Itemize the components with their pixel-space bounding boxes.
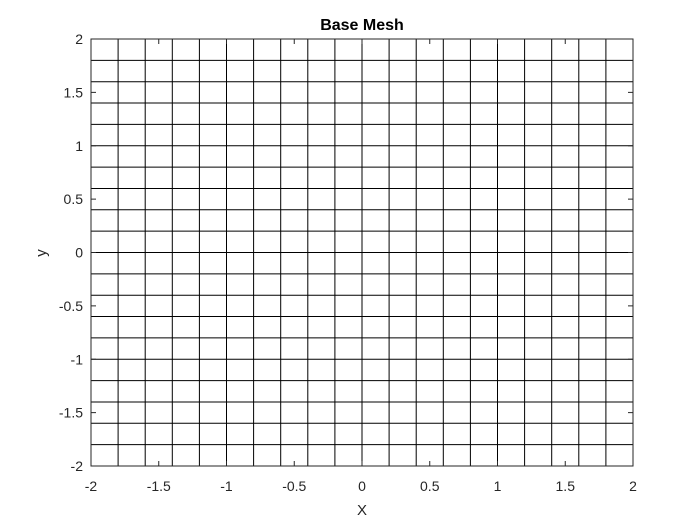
x-tick-label: 0.5 <box>420 478 440 494</box>
x-tick-label: -0.5 <box>282 478 306 494</box>
x-tick-label: 0 <box>358 478 366 494</box>
x-tick-label: 1 <box>494 478 502 494</box>
y-tick-label: 1 <box>75 138 83 154</box>
y-tick-label: 1.5 <box>64 84 84 100</box>
chart-title: Base Mesh <box>320 17 404 34</box>
y-tick-label: -1.5 <box>59 405 83 421</box>
y-tick-label: 0.5 <box>64 191 84 207</box>
y-tick-label: 2 <box>75 31 83 47</box>
y-tick-label: -0.5 <box>59 298 83 314</box>
y-tick-label: -1 <box>71 351 84 367</box>
x-tick-label: -1.5 <box>147 478 171 494</box>
y-tick-label: 0 <box>75 245 83 261</box>
x-tick-label: -1 <box>220 478 233 494</box>
x-axis-label: X <box>357 502 367 519</box>
y-tick-label: -2 <box>71 458 84 474</box>
x-tick-label: -2 <box>85 478 98 494</box>
mesh-lines <box>90 38 634 467</box>
axis-ticks <box>90 38 634 467</box>
y-axis-label: y <box>33 249 50 257</box>
x-tick-labels: -2 -1.5 -1 -0.5 0 0.5 1 1.5 2 <box>85 478 637 494</box>
y-tick-labels: -2 -1.5 -1 -0.5 0 0.5 1 1.5 2 <box>59 31 83 474</box>
x-tick-label: 1.5 <box>556 478 576 494</box>
x-tick-label: 2 <box>629 478 637 494</box>
